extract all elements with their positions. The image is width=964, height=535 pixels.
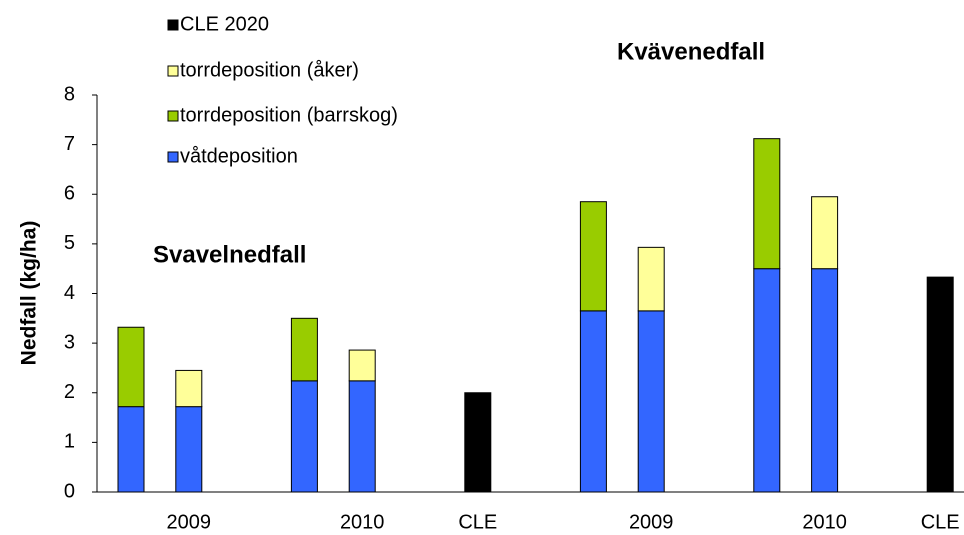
bar-segment: [637, 246, 665, 312]
legend-label: torrdeposition (åker): [180, 59, 359, 81]
x-tick-label: CLE: [921, 511, 960, 533]
y-tick-label: 0: [64, 480, 75, 502]
y-tick-label: 6: [64, 183, 75, 205]
x-tick-label: CLE: [458, 511, 497, 533]
y-tick-label: 1: [64, 431, 75, 453]
y-tick-label: 2: [64, 381, 75, 403]
legend-swatch: [167, 19, 179, 31]
legend-label: torrdeposition (barrskog): [180, 104, 398, 126]
bar-segment: [637, 310, 665, 493]
legend-swatch: [167, 65, 179, 77]
x-tick-label: 2009: [629, 511, 674, 533]
bar-segment: [175, 369, 203, 408]
bar-segment: [348, 380, 376, 493]
bar-segment: [579, 310, 607, 493]
bar-segment: [117, 326, 145, 408]
bar-segment: [290, 380, 318, 493]
bar-segment: [926, 276, 954, 493]
y-tick-label: 5: [64, 232, 75, 254]
y-tick-label: 7: [64, 133, 75, 155]
bar-segment: [175, 406, 203, 493]
y-tick-label: 8: [64, 83, 75, 105]
bar-segment: [464, 392, 492, 493]
bar-segment: [290, 317, 318, 382]
bar-segment: [753, 138, 781, 270]
x-tick-label: 2010: [802, 511, 847, 533]
y-tick-label: 4: [64, 282, 75, 304]
annotation: Svavelnedfall: [153, 241, 306, 268]
bar-segment: [811, 196, 839, 270]
bar-segment: [579, 201, 607, 312]
y-axis-label: Nedfall (kg/ha): [18, 221, 41, 366]
x-tick-label: 2009: [167, 511, 212, 533]
bar-segment: [348, 349, 376, 382]
annotation: Kvävenedfall: [617, 38, 765, 65]
bar-segment: [811, 268, 839, 493]
bar-segment: [117, 406, 145, 493]
legend-label: våtdeposition: [180, 145, 298, 167]
legend-swatch: [167, 110, 179, 122]
legend-swatch: [167, 151, 179, 163]
y-tick-label: 3: [64, 331, 75, 353]
bar-segment: [753, 268, 781, 493]
legend-label: CLE 2020: [180, 13, 269, 35]
x-tick-label: 2010: [340, 511, 385, 533]
